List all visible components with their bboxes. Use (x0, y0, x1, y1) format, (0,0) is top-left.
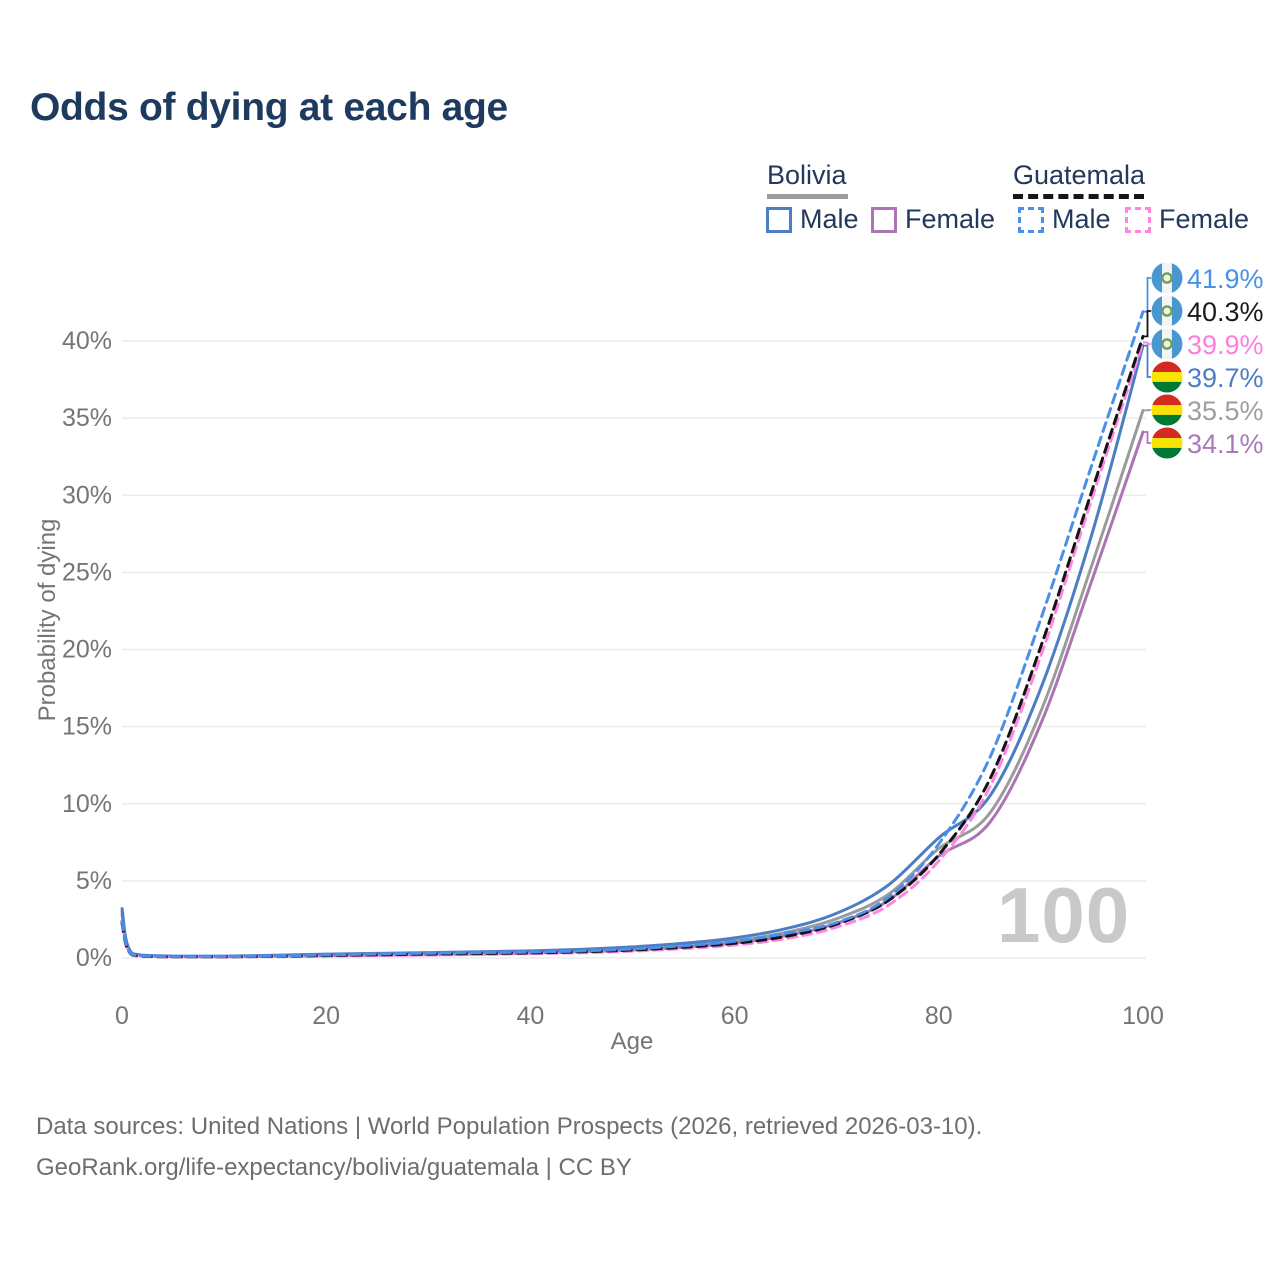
footer-data-sources: Data sources: United Nations | World Pop… (36, 1113, 983, 1140)
y-tick-label: 15% (62, 713, 112, 741)
watermark-age-100: 100 (997, 871, 1131, 959)
end-label-guatemala-both: 40.3% (1151, 295, 1264, 327)
end-label-value: 34.1% (1187, 429, 1264, 459)
x-tick-label: 80 (925, 1002, 953, 1030)
legend-label: Female (1159, 204, 1250, 234)
end-label-value: 40.3% (1187, 297, 1264, 327)
guatemala-flag-icon (1151, 262, 1183, 294)
bolivia-flag-icon (1151, 361, 1183, 393)
legend-item-guatemala-female[interactable]: Female (1125, 204, 1249, 235)
y-axis-title: Probability of dying (34, 518, 61, 722)
legend-country-guatemala-label: Guatemala (1013, 160, 1146, 190)
end-label-value: 41.9% (1187, 264, 1264, 294)
guatemala-male-swatch-icon (1018, 206, 1044, 233)
bolivia-male-swatch-icon (766, 206, 792, 233)
x-tick-label: 0 (115, 1002, 129, 1030)
x-axis-title: Age (610, 1028, 654, 1055)
legend-label: Male (800, 204, 859, 234)
bolivia-flag-icon (1151, 394, 1183, 426)
legend-label: Female (905, 204, 996, 234)
legend-group-guatemala[interactable]: Guatemala (1013, 160, 1145, 199)
guatemala-total-line-swatch (1013, 194, 1144, 199)
bolivia-female-swatch-icon (871, 206, 897, 233)
legend-group-bolivia[interactable]: Bolivia (767, 160, 848, 199)
y-tick-label: 10% (62, 790, 112, 818)
end-label-value: 39.9% (1187, 330, 1264, 360)
legend-item-bolivia-female[interactable]: Female (871, 204, 995, 235)
curve-guatemala-both (120, 334, 1145, 959)
x-tick-label: 60 (721, 1002, 749, 1030)
end-label-bolivia-both: 35.5% (1151, 394, 1264, 426)
guatemala-flag-icon (1151, 328, 1183, 360)
end-label-bolivia-female: 34.1% (1151, 427, 1264, 459)
y-tick-label: 35% (62, 404, 112, 432)
bolivia-flag-icon (1151, 427, 1183, 459)
footer-attribution-link: GeoRank.org/life-expectancy/bolivia/guat… (36, 1154, 632, 1181)
legend-country-bolivia-label: Bolivia (767, 160, 847, 190)
x-tick-label: 100 (1122, 1002, 1164, 1030)
leader-line-guatemala-male (1143, 277, 1151, 313)
curve-bolivia-female (120, 430, 1145, 959)
end-label-value: 39.7% (1187, 363, 1264, 393)
legend-item-bolivia-male[interactable]: Male (766, 204, 859, 235)
y-tick-label: 25% (62, 558, 112, 586)
guatemala-female-swatch-icon (1125, 206, 1151, 233)
end-label-bolivia-male: 39.7% (1151, 361, 1264, 393)
end-label-guatemala-male: 41.9% (1151, 262, 1264, 294)
legend-label: Male (1052, 204, 1111, 234)
footer: Data sources: United Nations | World Pop… (36, 1106, 982, 1188)
curve-guatemala-male (120, 310, 1145, 959)
y-tick-label: 40% (62, 327, 112, 355)
curve-bolivia-male (120, 344, 1145, 958)
bolivia-total-line-swatch (767, 194, 848, 199)
leader-line-guatemala-female (1143, 341, 1151, 345)
legend-item-guatemala-male[interactable]: Male (1018, 204, 1111, 235)
y-tick-label: 30% (62, 481, 112, 509)
end-label-guatemala-female: 39.9% (1151, 328, 1264, 360)
x-tick-label: 20 (312, 1002, 340, 1030)
guatemala-flag-icon (1151, 295, 1183, 327)
y-tick-label: 20% (62, 636, 112, 664)
curve-bolivia-both (120, 408, 1145, 959)
leader-line-bolivia-female (1143, 431, 1151, 444)
leader-line-guatemala-both (1143, 310, 1151, 338)
x-tick-label: 40 (516, 1002, 544, 1030)
y-tick-label: 0% (76, 944, 112, 972)
chart-title: Odds of dying at each age (30, 86, 508, 129)
end-label-value: 35.5% (1187, 396, 1264, 426)
leader-line-bolivia-male (1143, 344, 1151, 378)
y-tick-label: 5% (76, 867, 112, 895)
